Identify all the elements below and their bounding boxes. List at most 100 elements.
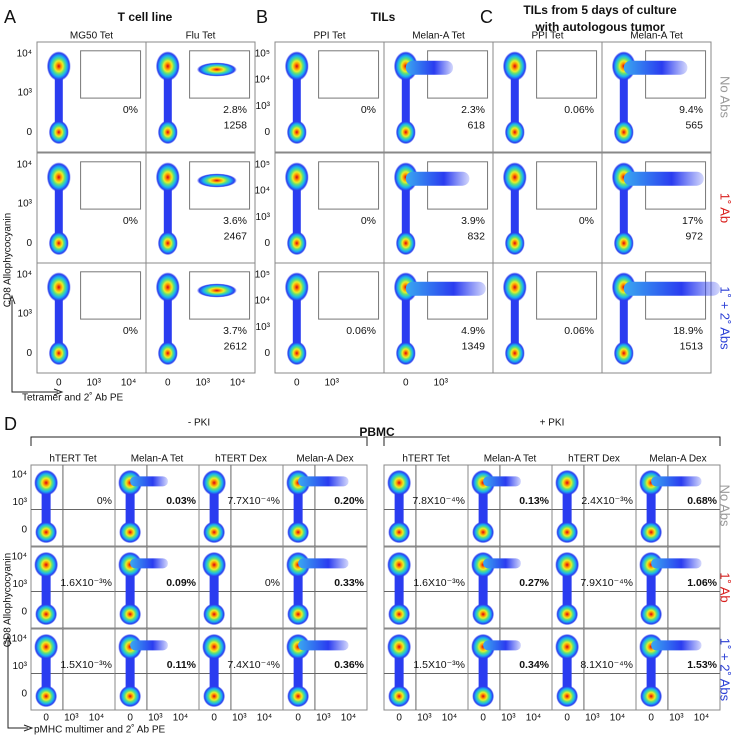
density-blob bbox=[202, 551, 227, 578]
density-tail bbox=[405, 281, 486, 296]
density-blob bbox=[555, 469, 580, 496]
y-tick-label: 0 bbox=[21, 688, 27, 699]
y-tick-label: 10³ bbox=[13, 497, 28, 508]
row-label: 1˚ Ab bbox=[718, 572, 733, 602]
density-blob bbox=[203, 685, 226, 708]
quadrant-percent: 2.4X10⁻³% bbox=[581, 495, 633, 507]
plot-frame bbox=[282, 464, 368, 547]
gate-percent: 0.06% bbox=[564, 104, 594, 116]
plot-frame bbox=[635, 546, 721, 629]
row-label: No Abs bbox=[718, 76, 733, 118]
density-blob bbox=[639, 551, 664, 578]
density-blob bbox=[284, 162, 309, 193]
density-blob bbox=[157, 341, 178, 366]
density-blob bbox=[555, 551, 580, 578]
panel-title: TILs bbox=[371, 10, 396, 24]
density-blob bbox=[471, 551, 496, 578]
gate-percent: 17% bbox=[682, 215, 703, 227]
y-tick-label: 10⁴ bbox=[17, 270, 32, 281]
density-tail bbox=[405, 171, 470, 186]
x-tick-label: 10⁴ bbox=[694, 713, 709, 724]
density-blob bbox=[118, 551, 143, 578]
x-tick-label: 0 bbox=[56, 378, 62, 389]
density-blob bbox=[203, 521, 226, 544]
x-tick-label: 10⁴ bbox=[341, 713, 356, 724]
y-tick-label: 0 bbox=[264, 238, 270, 249]
row-label: 1˚ + 2˚ Abs bbox=[718, 286, 733, 350]
density-blob bbox=[202, 633, 227, 660]
group-bracket bbox=[383, 436, 721, 446]
density-blob bbox=[639, 469, 664, 496]
density-blob bbox=[35, 685, 58, 708]
row-label: 1˚ + 2˚ Abs bbox=[718, 638, 733, 702]
density-tail bbox=[483, 640, 521, 651]
density-blob bbox=[556, 603, 579, 626]
gate bbox=[80, 50, 142, 99]
group-label: - PKI bbox=[188, 418, 210, 429]
x-tick-label: 10³ bbox=[669, 713, 684, 724]
density-tail bbox=[130, 476, 168, 487]
density-blob bbox=[34, 633, 59, 660]
density-blob bbox=[613, 231, 634, 256]
y-tick-label: 0 bbox=[264, 127, 270, 138]
y-tick-label: 10⁴ bbox=[255, 296, 270, 307]
density-blob bbox=[555, 633, 580, 660]
x-tick-label: 10³ bbox=[64, 713, 79, 724]
gate-percent: 0% bbox=[361, 215, 376, 227]
group-label: + PKI bbox=[540, 418, 565, 429]
quadrant-percent: 8.1X10⁻⁴% bbox=[580, 659, 633, 671]
plot-frame bbox=[635, 628, 721, 711]
gate-count: 972 bbox=[685, 230, 703, 242]
panel-letter: B bbox=[256, 7, 268, 27]
x-tick-label: 10³ bbox=[86, 378, 101, 389]
quadrant-percent: 1.06% bbox=[687, 577, 717, 589]
gate-count: 1349 bbox=[462, 340, 486, 352]
density-blob bbox=[387, 469, 412, 496]
density-tail bbox=[130, 558, 168, 569]
axis-arrow bbox=[11, 300, 58, 393]
gate bbox=[189, 50, 251, 99]
gate-percent: 0% bbox=[123, 104, 138, 116]
y-axis-label: CD8 Allophycocyanin bbox=[3, 553, 14, 648]
quadrant-percent: 7.9X10⁻⁴% bbox=[580, 577, 633, 589]
density-blob bbox=[387, 633, 412, 660]
x-tick-label: 10⁴ bbox=[89, 713, 104, 724]
column-header: Melan-A Tet bbox=[412, 31, 465, 42]
gate-percent: 9.4% bbox=[679, 104, 703, 116]
density-blob bbox=[613, 341, 634, 366]
density-blob bbox=[46, 272, 71, 303]
gate-count: 2467 bbox=[224, 230, 248, 242]
density-blob bbox=[46, 51, 71, 82]
x-tick-label: 0 bbox=[165, 378, 171, 389]
y-axis-label: CD8 Allophycocyanin bbox=[3, 213, 14, 308]
quadrant-percent: 0.11% bbox=[167, 659, 197, 671]
panel-title: with autologous tumor bbox=[534, 20, 665, 34]
density-blob bbox=[395, 341, 416, 366]
density-tail bbox=[651, 476, 702, 487]
column-header: Melan-A Tet bbox=[131, 454, 184, 465]
gate-percent: 0.06% bbox=[564, 325, 594, 337]
x-tick-label: 0 bbox=[396, 713, 402, 724]
density-blob bbox=[119, 603, 142, 626]
quadrant-percent: 0.09% bbox=[166, 577, 196, 589]
quadrant-percent: 7.8X10⁻⁴% bbox=[412, 495, 465, 507]
quadrant-percent: 1.6X10⁻³% bbox=[413, 577, 465, 589]
panel-title: T cell line bbox=[118, 10, 173, 24]
quadrant-percent: 1.5X10⁻³% bbox=[60, 659, 112, 671]
x-tick-label: 10⁴ bbox=[610, 713, 625, 724]
gate-count: 618 bbox=[467, 119, 485, 131]
x-axis-label: pMHC multimer and 2˚ Ab PE bbox=[34, 724, 165, 736]
density-blob bbox=[196, 283, 237, 298]
density-tail bbox=[130, 640, 168, 651]
column-header: MG50 Tet bbox=[70, 31, 113, 42]
x-tick-label: 0 bbox=[403, 378, 409, 389]
quadrant-percent: 0% bbox=[97, 495, 112, 507]
density-blob bbox=[395, 231, 416, 256]
y-tick-label: 10⁴ bbox=[12, 470, 27, 481]
density-blob bbox=[46, 162, 71, 193]
x-tick-label: 10³ bbox=[316, 713, 331, 724]
quadrant-percent: 0.27% bbox=[519, 577, 549, 589]
y-tick-label: 0 bbox=[21, 524, 27, 535]
y-tick-label: 10³ bbox=[256, 322, 271, 333]
density-blob bbox=[504, 120, 525, 145]
